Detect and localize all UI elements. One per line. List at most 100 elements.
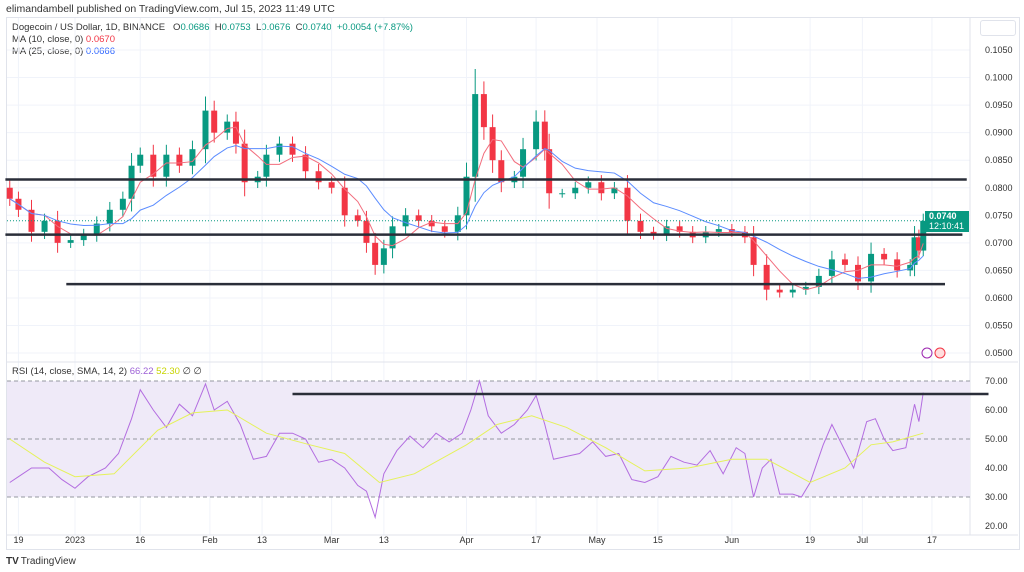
candle-body — [559, 193, 566, 195]
candle-body — [472, 94, 479, 177]
candle-body — [54, 220, 61, 243]
candle-body — [363, 220, 370, 243]
bar-countdown: 12:10:41 — [929, 221, 965, 231]
candle-body — [894, 259, 901, 271]
time-tick-label: 16 — [135, 535, 145, 545]
time-tick-label: Jul — [857, 535, 869, 545]
candle-body — [915, 237, 922, 251]
candle-body — [41, 220, 48, 232]
time-tick-label: Mar — [324, 535, 340, 545]
time-tick-label: Jun — [725, 535, 740, 545]
rsi-extra: ∅ ∅ — [182, 366, 202, 377]
candle-body — [546, 149, 553, 194]
price-tick-label: 0.0700 — [985, 238, 1013, 248]
open-value: 0.0686 — [180, 22, 210, 33]
candle-body — [868, 253, 875, 282]
rsi-tick-label: 70.00 — [985, 376, 1008, 386]
candle-body — [263, 154, 270, 177]
price-tick-label: 0.0800 — [985, 183, 1013, 193]
candle-body — [150, 154, 157, 177]
candle-body — [572, 187, 579, 194]
candle-body — [224, 121, 231, 133]
ma10-label: MA (10, close, 0) — [12, 34, 84, 45]
ma25-value: 0.0666 — [85, 46, 115, 57]
price-tick-label: 0.0500 — [985, 348, 1013, 358]
high-value: 0.0753 — [221, 22, 251, 33]
candle-body — [828, 259, 835, 276]
candle-body — [80, 234, 87, 241]
rsi-sma-line — [9, 409, 924, 484]
candle-body — [211, 110, 218, 133]
rsi-tick-label: 40.00 — [985, 463, 1008, 473]
candle-body — [232, 121, 239, 144]
low-label: L — [256, 22, 262, 33]
ma10-line — [9, 126, 924, 291]
price-tick-label: 0.0900 — [985, 128, 1013, 138]
candle-body — [520, 149, 527, 177]
candle-body — [302, 154, 309, 172]
ma10-value: 0.0670 — [85, 34, 115, 45]
logo-text: TradingView — [20, 556, 76, 567]
time-tick-label: 2023 — [65, 535, 85, 545]
publisher-line: elimandambell published on TradingView.c… — [6, 3, 335, 15]
price-tick-label: 0.0600 — [985, 293, 1013, 303]
candle-body — [715, 229, 722, 232]
symbol-legend: Dogecoin / US Dollar, 1D, BINANCE O0.068… — [12, 22, 413, 33]
candle-body — [341, 187, 348, 216]
chart-frame — [6, 17, 1020, 550]
time-tick-label: Feb — [202, 535, 218, 545]
candle-body — [776, 289, 783, 293]
ma25-legend[interactable]: MA (25, close, 0) 0.0666 — [12, 46, 115, 57]
candle-body — [128, 165, 135, 199]
price-tick-label: 0.1000 — [985, 73, 1013, 83]
tradingview-logo[interactable]: TV TradingView — [6, 556, 76, 567]
rsi-line — [9, 379, 924, 520]
candle-body — [289, 143, 296, 155]
candle-body — [189, 149, 196, 166]
candle-body — [428, 220, 435, 227]
candle-body — [106, 209, 113, 224]
symbol-title[interactable]: Dogecoin / US Dollar, 1D, BINANCE — [12, 22, 166, 33]
candle-body — [380, 248, 387, 265]
candle-body — [907, 264, 914, 271]
rsi-legend[interactable]: RSI (14, close, SMA, 14, 2) 66.22 52.30 … — [12, 366, 202, 377]
candle-body — [276, 143, 283, 155]
candle-body — [137, 154, 144, 166]
candle-body — [841, 259, 848, 265]
ma25-line — [9, 144, 924, 279]
candle-body — [67, 240, 74, 243]
candle-body — [441, 226, 448, 232]
settings-box[interactable] — [980, 20, 1016, 36]
rsi-tick-label: 20.00 — [985, 521, 1008, 531]
rsi-value: 66.22 — [129, 366, 154, 377]
ma10-legend[interactable]: MA (10, close, 0) 0.0670 — [12, 34, 115, 45]
current-price-tag: 0.0740 12:10:41 — [925, 211, 969, 232]
candle-body — [415, 215, 422, 221]
rsi-tick-label: 30.00 — [985, 492, 1008, 502]
rsi-sma-value: 52.30 — [156, 366, 180, 377]
candle-body — [372, 242, 379, 265]
flag-icon — [934, 347, 946, 359]
time-tick-label: Apr — [459, 535, 473, 545]
candle-body — [176, 154, 183, 166]
candle-body — [611, 187, 618, 194]
candle-body — [498, 160, 505, 183]
candle-body — [6, 187, 13, 199]
candle-body — [163, 154, 170, 177]
candle-body — [911, 237, 918, 265]
candle-body — [389, 226, 396, 249]
high-label: H — [214, 22, 222, 33]
tv-logo-icon: TV — [6, 556, 19, 567]
candle-body — [202, 110, 209, 150]
candle-body — [93, 223, 100, 235]
candle-body — [815, 275, 822, 287]
time-tick-label: May — [588, 535, 606, 545]
candle-body — [585, 182, 592, 188]
candle-body — [241, 143, 248, 183]
price-tick-label: 0.0550 — [985, 321, 1013, 331]
candle-body — [463, 176, 470, 216]
time-tick-label: 15 — [653, 535, 663, 545]
candle-body — [789, 289, 796, 293]
close-label: C — [295, 22, 303, 33]
